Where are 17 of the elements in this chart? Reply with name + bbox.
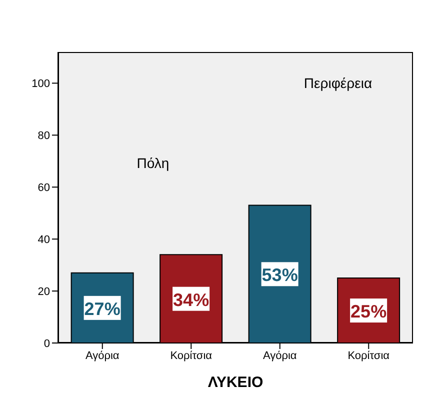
- y-tick-label: 100: [32, 78, 50, 90]
- y-tick-label: 40: [38, 234, 50, 246]
- y-tick-label: 80: [38, 130, 50, 142]
- annotation: Πόλη: [136, 155, 170, 171]
- y-tick-label: 0: [44, 338, 50, 350]
- data-label: 53%: [262, 265, 298, 286]
- annotation: Περιφέρεια: [304, 75, 372, 91]
- x-axis-title: ΛΥΚΕΙΟ: [208, 374, 264, 391]
- y-tick-label: 60: [38, 182, 50, 194]
- data-label: 34%: [173, 290, 210, 310]
- x-tick-label: Κορίτσια: [170, 350, 213, 362]
- x-tick-label: Αγόρια: [85, 350, 120, 362]
- data-label: 25%: [350, 302, 387, 322]
- y-tick-label: 20: [38, 286, 50, 298]
- data-label: 27%: [84, 298, 120, 319]
- x-tick-label: Κορίτσια: [348, 350, 390, 362]
- x-tick-label: Αγόρια: [262, 350, 298, 362]
